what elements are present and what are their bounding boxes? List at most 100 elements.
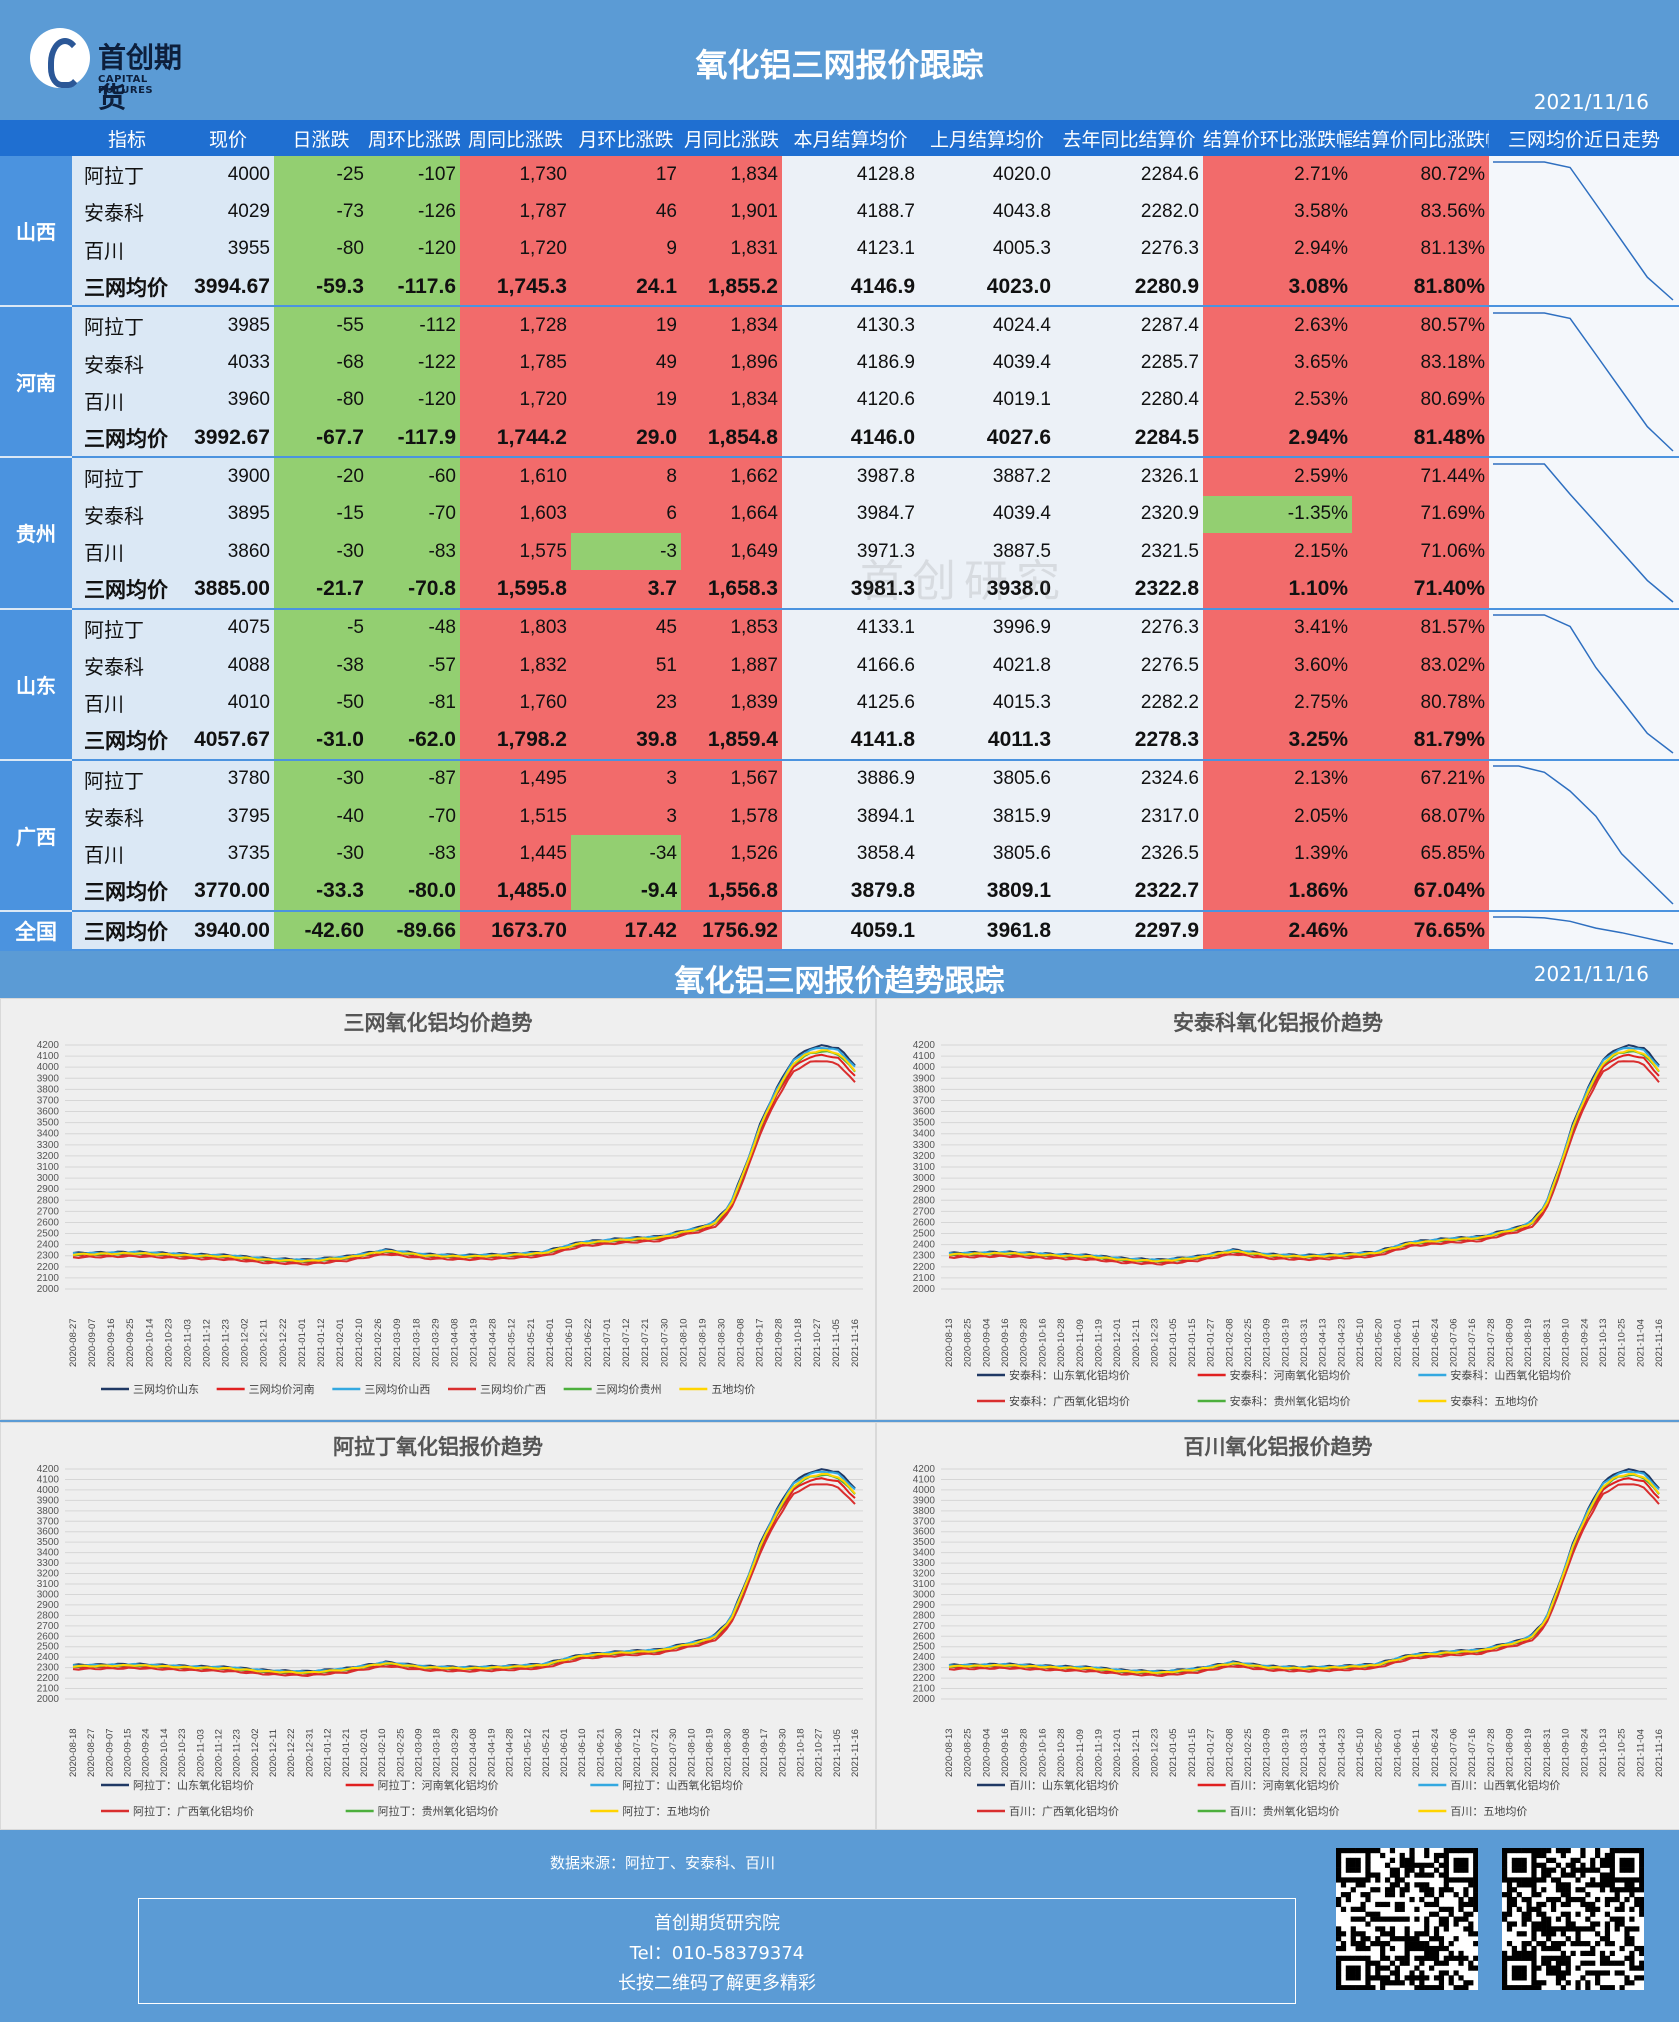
- row-label: 三网均价: [72, 872, 182, 912]
- x-tick-label: 2021-11-05: [832, 1729, 843, 1777]
- x-tick-label: 2021-03-29: [450, 1728, 461, 1777]
- qr-code-icon[interactable]: [1336, 1848, 1479, 1991]
- table-row: 百川 3860 -30 -83 1,575 -3 1,649 3971.3 3887.5 2321…: [0, 532, 1679, 571]
- x-tick-label: 2020-10-23: [177, 1728, 188, 1777]
- table-cell: 71.44%: [1352, 457, 1489, 496]
- x-tick-label: 2020-11-03: [195, 1729, 206, 1777]
- table-cell: 3987.8: [782, 457, 919, 496]
- x-tick-label: 2021-09-10: [1561, 1318, 1572, 1367]
- series-line: [948, 1046, 1660, 1262]
- x-tick-label: 2020-10-23: [163, 1318, 174, 1367]
- x-tick-label: 2021-08-10: [678, 1318, 689, 1367]
- legend-label: 安泰科：河南氧化铝均价: [1230, 1368, 1351, 1382]
- table-cell: -62.0: [368, 721, 460, 761]
- table-cell: -112: [368, 306, 460, 345]
- x-tick-label: 2020-09-15: [123, 1728, 134, 1777]
- table-cell: 4057.67: [182, 721, 274, 761]
- table-row: 全国 三网均价 3940.00 -42.60 -89.66 1673.70 17.42 175…: [0, 910, 1679, 952]
- y-tick-label: 2200: [37, 1262, 60, 1273]
- x-tick-label: 2021-07-21: [650, 1728, 661, 1777]
- table-cell: 3955: [182, 230, 274, 268]
- table-cell: 81.80%: [1352, 267, 1489, 308]
- table-cell: 4000: [182, 156, 274, 194]
- y-tick-label: 2900: [37, 1600, 60, 1611]
- row-label: 阿拉丁: [72, 156, 182, 194]
- row-label: 安泰科: [72, 193, 182, 231]
- x-tick-label: 2020-12-01: [1112, 1728, 1123, 1777]
- x-tick-label: 2021-08-30: [723, 1728, 734, 1777]
- table-cell: 1,887: [681, 646, 782, 685]
- table-cell: 81.13%: [1352, 230, 1489, 268]
- x-tick-label: 2021-03-31: [1299, 1318, 1310, 1367]
- y-tick-label: 3600: [37, 1527, 60, 1538]
- y-tick-label: 3700: [913, 1095, 936, 1106]
- series-line: [72, 1060, 856, 1266]
- line-chart: 2000210022002300240025002600270028002900…: [37, 1040, 863, 1396]
- table-cell: 3805.6: [919, 759, 1055, 799]
- y-tick-label: 3300: [37, 1558, 60, 1569]
- y-tick-label: 2900: [913, 1600, 936, 1611]
- qr-code-icon[interactable]: [1502, 1848, 1645, 1991]
- table-cell: -60: [368, 457, 460, 496]
- y-tick-label: 3000: [37, 1173, 60, 1184]
- table-cell: 29.0: [571, 419, 681, 459]
- chart-title: 安泰科氧化铝报价趋势: [1173, 1011, 1383, 1035]
- x-tick-label: 2021-03-18: [432, 1728, 443, 1777]
- table-cell: 4186.9: [782, 344, 919, 382]
- x-tick-label: 2021-06-10: [577, 1728, 588, 1777]
- col-header: 月环比涨跌: [571, 120, 681, 156]
- series-line: [72, 1050, 856, 1263]
- table-cell: -80: [274, 381, 368, 420]
- sparkline: [1493, 160, 1674, 301]
- table-cell: 1,744.2: [460, 419, 571, 459]
- x-tick-label: 2021-07-16: [1467, 1728, 1478, 1777]
- table-cell: -117.9: [368, 419, 460, 459]
- table-row: 山西 阿拉丁 4000 -25 -107 1,730 17 1,834 4128.8 4020.0…: [0, 156, 1679, 308]
- x-tick-label: 2021-05-21: [541, 1728, 552, 1777]
- y-tick-label: 2700: [913, 1206, 936, 1217]
- x-tick-label: 2021-07-06: [1448, 1728, 1459, 1777]
- x-tick-label: 2021-11-16: [850, 1319, 861, 1367]
- legend-label: 三网均价贵州: [596, 1383, 662, 1396]
- x-tick-label: 2021-02-01: [335, 1318, 346, 1367]
- x-tick-label: 2021-08-09: [1505, 1318, 1516, 1367]
- table-cell: 81.57%: [1352, 608, 1489, 647]
- table-cell: 4015.3: [919, 684, 1055, 722]
- col-header: 月同比涨跌: [681, 120, 782, 156]
- x-tick-label: 2021-08-19: [1523, 1318, 1534, 1367]
- x-tick-label: 2021-09-08: [741, 1728, 752, 1777]
- x-tick-label: 2020-12-11: [1131, 1729, 1142, 1777]
- table-cell: 68.07%: [1352, 798, 1489, 836]
- chart-title: 百川氧化铝报价趋势: [1183, 1435, 1373, 1459]
- table-cell: 3805.6: [919, 835, 1055, 873]
- province-cell: 山东: [0, 608, 72, 761]
- x-tick-label: 2021-02-08: [1224, 1728, 1235, 1777]
- chart-panel-three-net-avg: 三网氧化铝均价趋势 2000 2100 2200 2300 2400 2500 2600 27…: [0, 998, 876, 1420]
- table-cell: 1,855.2: [681, 267, 782, 308]
- y-tick-label: 2800: [37, 1195, 60, 1206]
- table-cell: 3940.00: [182, 910, 274, 952]
- table-cell: -59.3: [274, 267, 368, 308]
- table-cell: 2.53%: [1203, 381, 1352, 420]
- x-tick-label: 2020-11-19: [1093, 1729, 1104, 1777]
- legend-label: 阿拉丁：贵州氧化铝均价: [378, 1804, 499, 1818]
- sparkline-cell: [1489, 156, 1679, 308]
- table-cell: 3860: [182, 532, 274, 571]
- table-cell: -31.0: [274, 721, 368, 761]
- table-cell: 2284.5: [1055, 419, 1203, 459]
- province-cell: 河南: [0, 306, 72, 459]
- table-cell: 80.78%: [1352, 684, 1489, 722]
- x-tick-label: 2021-04-23: [1336, 1318, 1347, 1367]
- table-cell: 2276.3: [1055, 608, 1203, 647]
- table-cell: -1.35%: [1203, 495, 1352, 533]
- sparkline: [1493, 916, 1674, 945]
- sparkline-series: [1493, 916, 1674, 945]
- table-cell: 4027.6: [919, 419, 1055, 459]
- x-tick-label: 2021-09-17: [755, 1318, 766, 1367]
- x-tick-label: 2021-10-18: [795, 1728, 806, 1777]
- col-header: 本月结算均价: [782, 120, 919, 156]
- col-header: 日涨跌: [274, 120, 368, 156]
- y-tick-label: 4200: [37, 1040, 60, 1051]
- y-tick-label: 4200: [913, 1464, 936, 1475]
- row-label: 阿拉丁: [72, 306, 182, 345]
